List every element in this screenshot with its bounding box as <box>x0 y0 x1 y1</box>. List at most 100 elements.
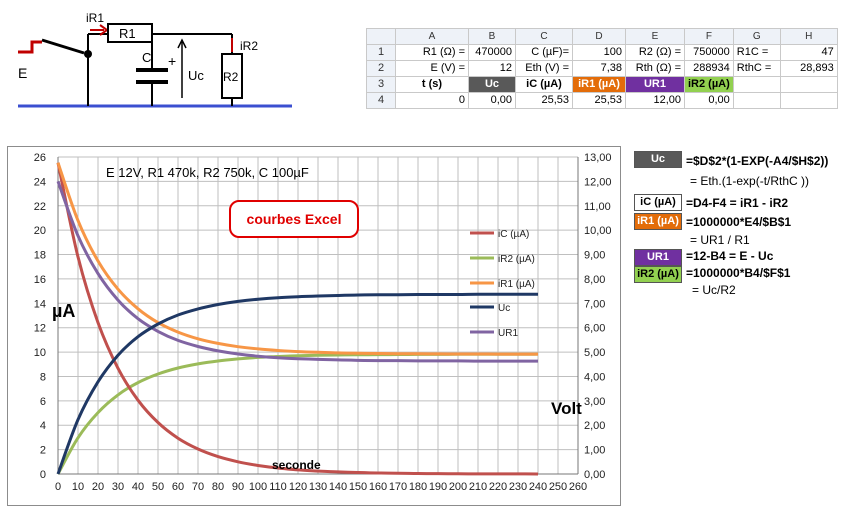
right-tick-label: 4,00 <box>584 371 605 383</box>
right-tick-label: 6,00 <box>584 323 605 335</box>
column-header[interactable]: C <box>515 28 573 45</box>
x-tick-label: 50 <box>152 481 164 493</box>
left-tick-label: 10 <box>34 347 46 359</box>
cell[interactable]: 12 <box>468 60 516 77</box>
ir2-label: iR2 <box>240 39 258 53</box>
series-line-ir1 <box>56 162 538 356</box>
r1-label: R1 <box>119 26 136 41</box>
column-header[interactable]: B <box>468 28 516 45</box>
left-tick-label: 20 <box>34 225 46 237</box>
left-tick-label: 24 <box>34 176 46 188</box>
sheet-row: 4 0 0,00 25,53 25,53 12,00 0,00 <box>366 92 838 109</box>
right-axis-ticks: 0,00 1,00 2,00 3,00 4,00 5,00 6,00 7,00 8,00 9,00… <box>584 152 612 481</box>
formula-uc-excel: =$D$2*(1-EXP(-A4/$H$2)) <box>686 154 829 168</box>
sheet-row: 2 E (V) = 12 Eth (V) = 7,38 Rth (Ω) = 28… <box>366 60 838 77</box>
cell-ur1-header[interactable]: UR1 <box>625 76 685 93</box>
right-tick-label: 7,00 <box>584 298 605 310</box>
cell[interactable]: Rth (Ω) = <box>625 60 685 77</box>
chart-area[interactable]: 0 2 4 6 8 10 12 14 16 18 20 22 24 26 0,00 1,00 2,00 3,00… <box>7 146 621 506</box>
cell[interactable] <box>732 92 781 109</box>
cell[interactable]: t (s) <box>395 76 469 93</box>
uc-label: Uc <box>188 68 204 83</box>
x-tick-label: 20 <box>92 481 104 493</box>
x-tick-label: 0 <box>55 481 61 493</box>
source-e-label: E <box>18 65 27 81</box>
sheet-row: 1 R1 (Ω) = 470000 C (µF)= 100 R2 (Ω) = 7… <box>366 44 838 61</box>
cell[interactable] <box>779 92 838 109</box>
cell[interactable]: RthC = <box>732 60 781 77</box>
formula-ir1-excel: =1000000*E4/$B$1 <box>686 215 792 229</box>
cell[interactable] <box>779 76 838 93</box>
cell-ir1-header[interactable]: iR1 (µA) <box>572 76 626 93</box>
capacitor-plus-label: + <box>168 53 176 69</box>
corner-cell[interactable] <box>366 28 396 45</box>
row-header[interactable]: 3 <box>366 76 396 93</box>
legend-label: iR2 (µA) <box>498 254 535 265</box>
stamp-box <box>229 200 359 238</box>
cell[interactable]: Eth (V) = <box>515 60 573 77</box>
chart-legend: iC (µA) iR2 (µA) iR1 (µA) Uc UR1 <box>470 229 535 339</box>
row-header[interactable]: 1 <box>366 44 396 61</box>
x-tick-label: 160 <box>369 481 387 493</box>
cell[interactable]: 0,00 <box>684 92 734 109</box>
row-header[interactable]: 4 <box>366 92 396 109</box>
left-tick-label: 18 <box>34 250 46 262</box>
column-header[interactable]: A <box>395 28 469 45</box>
left-tick-label: 6 <box>40 396 46 408</box>
left-tick-label: 0 <box>40 469 46 481</box>
x-tick-label: 130 <box>309 481 327 493</box>
cell-ir2-header[interactable]: iR2 (µA) <box>684 76 734 93</box>
column-header[interactable]: H <box>779 28 838 45</box>
left-tick-label: 26 <box>34 152 46 164</box>
capacitor-c-label: C <box>142 50 151 65</box>
cell[interactable]: 100 <box>572 44 626 61</box>
right-tick-label: 13,00 <box>584 152 612 164</box>
cell[interactable]: 47 <box>779 44 838 61</box>
chart-grid <box>57 156 579 475</box>
right-tick-label: 5,00 <box>584 347 605 359</box>
column-header[interactable]: E <box>625 28 685 45</box>
cell[interactable]: 0,00 <box>468 92 516 109</box>
right-tick-label: 2,00 <box>584 420 605 432</box>
capacitor-plate-top <box>136 68 168 72</box>
uc-arrowhead <box>177 38 187 49</box>
cell[interactable]: R1C = <box>732 44 781 61</box>
cell[interactable]: R1 (Ω) = <box>395 44 469 61</box>
right-tick-label: 11,00 <box>584 201 611 213</box>
column-header[interactable]: G <box>732 28 781 45</box>
cell[interactable]: 750000 <box>684 44 734 61</box>
column-header[interactable]: D <box>572 28 626 45</box>
right-tick-label: 0,00 <box>584 469 605 481</box>
formula-ir2-excel: =1000000*B4/$F$1 <box>686 266 791 280</box>
chart-series <box>56 162 539 476</box>
x-axis-label: seconde <box>272 458 321 472</box>
cell[interactable]: R2 (Ω) = <box>625 44 685 61</box>
x-tick-label: 40 <box>132 481 144 493</box>
cell[interactable]: C (µF)= <box>515 44 573 61</box>
row-header[interactable]: 2 <box>366 60 396 77</box>
x-tick-label: 220 <box>489 481 507 493</box>
cell[interactable]: 25,53 <box>515 92 573 109</box>
ir1-label: iR1 <box>86 11 104 25</box>
x-tick-label: 200 <box>449 481 467 493</box>
cell[interactable]: 25,53 <box>572 92 626 109</box>
cell[interactable]: 7,38 <box>572 60 626 77</box>
switch-blade <box>41 38 85 55</box>
cell-uc-header[interactable]: Uc <box>468 76 516 93</box>
cell[interactable]: 12,00 <box>625 92 685 109</box>
x-tick-label: 230 <box>509 481 527 493</box>
x-tick-label: 90 <box>232 481 244 493</box>
column-header-row: A B C D E F G H <box>366 28 838 45</box>
left-tick-label: 2 <box>40 445 46 457</box>
cell[interactable]: 470000 <box>468 44 516 61</box>
cell[interactable]: 0 <box>395 92 469 109</box>
formula-label-ir1: iR1 (µA) <box>634 213 682 230</box>
cell[interactable]: iC (µA) <box>515 76 573 93</box>
cell[interactable]: E (V) = <box>395 60 469 77</box>
formula-ir2-math: = Uc/R2 <box>692 283 736 297</box>
cell[interactable]: 28,893 <box>779 60 838 77</box>
column-header[interactable]: F <box>684 28 734 45</box>
cell[interactable] <box>732 76 781 93</box>
cell[interactable]: 288934 <box>684 60 734 77</box>
